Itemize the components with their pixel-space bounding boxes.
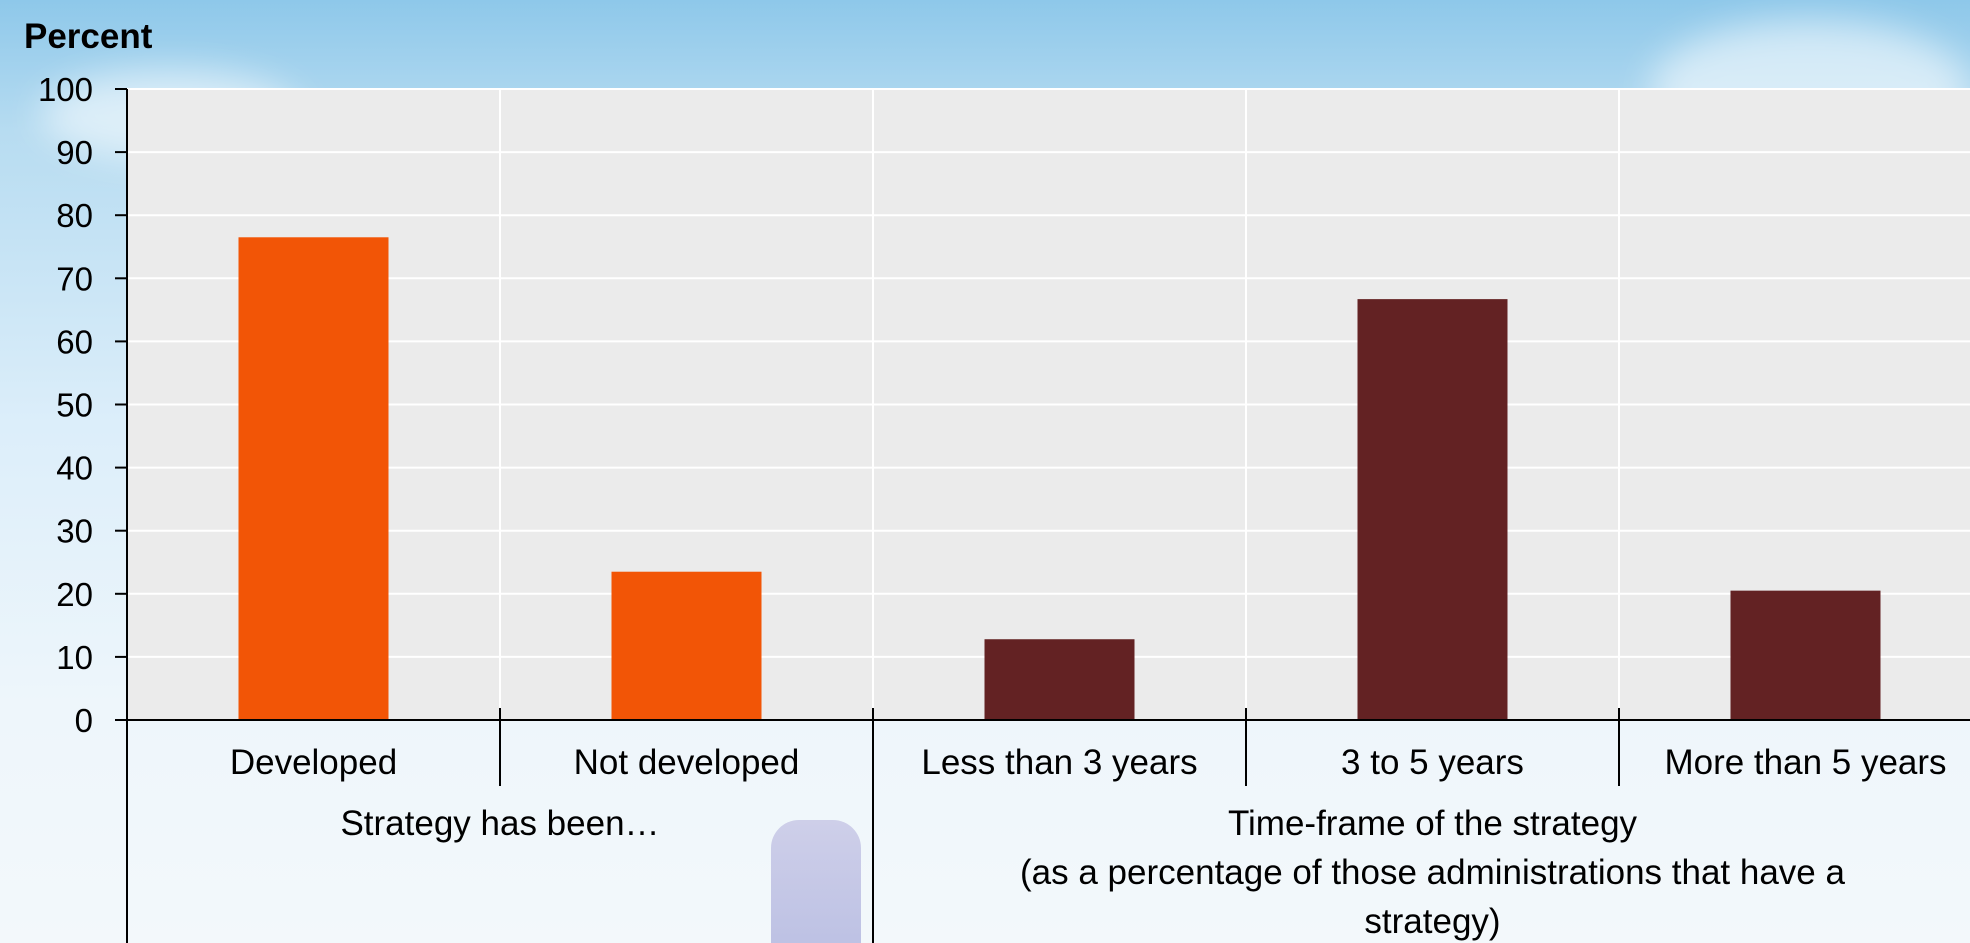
group-label-1-line-0: Time-frame of the strategy bbox=[1228, 804, 1638, 843]
group-label-0-line-0: Strategy has been… bbox=[340, 804, 659, 843]
y-tick-label: 100 bbox=[38, 71, 93, 108]
y-tick-label: 30 bbox=[56, 513, 93, 550]
group-labels: Strategy has been… Time-frame of the stra… bbox=[340, 804, 1845, 941]
y-tick-labels: 0 10 20 30 40 50 60 70 80 90 100 bbox=[38, 71, 93, 739]
category-label-1: Not developed bbox=[574, 743, 800, 782]
y-axis-title: Percent bbox=[24, 17, 153, 56]
y-tick-label: 0 bbox=[75, 702, 93, 739]
bars bbox=[238, 237, 1881, 720]
group-label-1-line-1: (as a percentage of those administration… bbox=[1020, 853, 1845, 892]
bar-0 bbox=[238, 237, 389, 720]
category-label-0: Developed bbox=[230, 743, 397, 782]
gridlines bbox=[127, 88, 1970, 720]
bar-4 bbox=[1730, 590, 1881, 720]
bar-1 bbox=[611, 571, 762, 720]
bar-3 bbox=[1357, 299, 1508, 720]
y-tick-label: 50 bbox=[56, 387, 93, 424]
axes bbox=[115, 88, 1970, 943]
category-label-3: 3 to 5 years bbox=[1341, 743, 1524, 782]
category-label-2: Less than 3 years bbox=[921, 743, 1197, 782]
category-labels: Developed Not developed Less than 3 years 3… bbox=[230, 743, 1947, 782]
group-label-1-line-2: strategy) bbox=[1364, 902, 1500, 941]
y-tick-label: 70 bbox=[56, 260, 93, 297]
y-tick-label: 10 bbox=[56, 639, 93, 676]
background-building-watermark bbox=[771, 820, 861, 943]
y-tick-label: 80 bbox=[56, 197, 93, 234]
y-tick-label: 90 bbox=[56, 134, 93, 171]
y-tick-label: 20 bbox=[56, 576, 93, 613]
y-tick-label: 40 bbox=[56, 450, 93, 487]
y-tick-label: 60 bbox=[56, 323, 93, 360]
bar-2 bbox=[984, 639, 1135, 720]
category-label-4: More than 5 years bbox=[1664, 743, 1946, 782]
